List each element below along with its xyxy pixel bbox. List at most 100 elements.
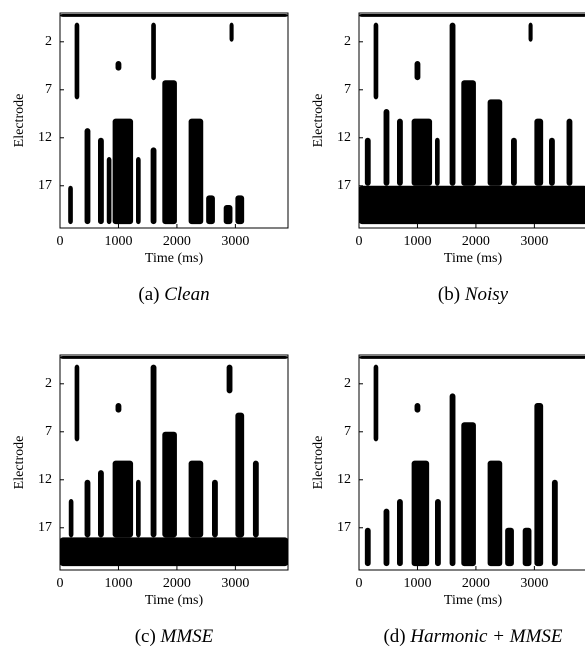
x-tick-label: 1000 [104, 234, 132, 249]
stimulation-burst [359, 355, 585, 359]
x-tick-label: 3000 [520, 234, 548, 249]
caption: (a) Clean [138, 284, 209, 305]
x-tick-label: 1000 [104, 576, 132, 591]
stimulation-burst [115, 402, 122, 413]
axes-box [59, 12, 289, 229]
y-tick-label: 7 [344, 424, 351, 439]
stimulation-burst [84, 479, 91, 538]
stimulation-burst [566, 118, 573, 186]
stimulation-burst [411, 460, 430, 567]
stimulation-burst [252, 460, 259, 538]
stimulation-burst [364, 137, 371, 186]
y-tick-label: 12 [337, 130, 351, 145]
stimulation-burst [235, 412, 245, 538]
y-tick-label: 2 [45, 376, 52, 391]
y-tick-label: 17 [337, 178, 351, 193]
y-tick-label: 12 [337, 472, 351, 487]
stimulation-burst [229, 22, 234, 42]
x-tick-label: 3000 [221, 234, 249, 249]
stimulation-burst [414, 402, 421, 413]
stimulation-burst [534, 402, 544, 567]
x-tick-label: 3000 [221, 576, 249, 591]
caption-label: (b) [438, 284, 460, 305]
y-tick-label: 12 [38, 472, 52, 487]
stimulation-burst [68, 185, 73, 225]
y-tick-label: 7 [45, 82, 52, 97]
stimulation-burst [60, 13, 288, 17]
stimulation-burst [383, 508, 390, 567]
y-tick-label: 17 [38, 520, 52, 535]
stimulation-burst [373, 364, 379, 442]
stimulation-burst [487, 99, 503, 186]
stimulation-burst [549, 137, 555, 186]
stimulation-burst [461, 422, 476, 567]
x-tick-label: 0 [356, 576, 363, 591]
stimulation-burst [150, 364, 157, 538]
stimulation-burst [359, 185, 585, 225]
caption-label: (c) [135, 626, 156, 647]
y-tick-label: 7 [45, 424, 52, 439]
stimulation-burst [435, 498, 441, 567]
axes-box [59, 354, 289, 571]
stimulation-burst [223, 204, 233, 225]
x-tick-label: 2000 [163, 576, 191, 591]
stimulation-burst [150, 147, 157, 225]
stimulation-burst [534, 118, 544, 186]
stimulation-burst [212, 479, 218, 538]
stimulation-burst [60, 355, 288, 359]
stimulation-burst [151, 22, 156, 81]
stimulation-burst [112, 118, 134, 225]
y-axis-label: Electrode [12, 94, 27, 148]
x-axis-label: Time (ms) [145, 593, 204, 608]
stimulation-burst [397, 118, 403, 186]
x-tick-label: 3000 [520, 576, 548, 591]
stimulation-burst [505, 527, 514, 567]
x-axis-label: Time (ms) [145, 251, 204, 266]
y-axis-label: Electrode [311, 436, 326, 490]
x-axis-label: Time (ms) [444, 593, 503, 608]
stimulation-burst [162, 80, 177, 225]
stimulation-burst [397, 498, 403, 567]
stimulation-burst [235, 195, 245, 225]
y-tick-label: 2 [344, 376, 351, 391]
x-tick-label: 0 [57, 234, 64, 249]
x-tick-label: 2000 [462, 576, 490, 591]
y-axis-label: Electrode [12, 436, 27, 490]
stimulation-burst [461, 80, 476, 186]
stimulation-burst [74, 22, 80, 100]
stimulation-burst [226, 364, 233, 394]
stimulation-burst [84, 128, 91, 225]
caption: (d) Harmonic + MMSE [383, 626, 562, 647]
stimulation-burst [206, 195, 215, 225]
stimulation-burst [188, 460, 204, 538]
stimulation-burst [511, 137, 517, 186]
y-tick-label: 7 [344, 82, 351, 97]
axes-box [358, 12, 585, 229]
caption-name: Clean [164, 284, 209, 305]
y-axis-label: Electrode [311, 94, 326, 148]
stimulation-burst [98, 137, 104, 225]
stimulation-burst [414, 60, 421, 81]
stimulation-burst [359, 13, 585, 17]
stimulation-burst [383, 108, 390, 186]
x-tick-label: 2000 [462, 234, 490, 249]
axes-box [358, 354, 585, 571]
stimulation-burst [115, 60, 122, 71]
stimulation-burst [136, 479, 141, 538]
caption-name: MMSE [160, 626, 214, 647]
stimulation-burst [60, 537, 288, 567]
y-tick-label: 2 [344, 34, 351, 49]
caption: (b) Noisy [438, 284, 509, 305]
stimulation-burst [528, 22, 533, 42]
stimulation-burst [98, 470, 104, 538]
caption-label: (a) [138, 284, 159, 305]
stimulation-burst [435, 137, 440, 186]
stimulation-burst [68, 498, 74, 538]
x-tick-label: 1000 [403, 234, 431, 249]
stimulation-burst [364, 527, 371, 567]
x-tick-label: 2000 [163, 234, 191, 249]
stimulation-burst [188, 118, 204, 225]
y-tick-label: 12 [38, 130, 52, 145]
stimulation-burst [112, 460, 134, 538]
